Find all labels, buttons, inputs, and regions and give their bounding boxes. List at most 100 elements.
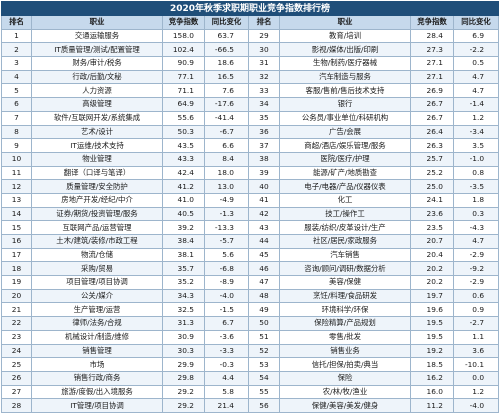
left-job-cell: 交通运输服务 <box>31 28 163 44</box>
right-job-cell: 保险 <box>279 370 411 386</box>
right-index-cell: 19.5 <box>410 316 454 331</box>
left-change-cell: -0.3 <box>204 357 249 372</box>
table-row: 7 软件/互联网开发/系统集成 55.6 -41.4 35 公务员/事业单位/科研机构 26… <box>1 110 499 126</box>
left-index-cell: 38.4 <box>162 234 205 249</box>
right-rank-cell: 41 <box>248 192 280 208</box>
right-rank-cell: 30 <box>248 42 280 58</box>
right-job-cell: 公务员/事业单位/科研机构 <box>279 110 411 126</box>
left-index-cell: 29.2 <box>162 384 205 400</box>
right-rank-cell: 44 <box>248 234 280 249</box>
left-change-cell: 5.6 <box>204 247 249 263</box>
right-rank-cell: 31 <box>248 56 280 71</box>
left-rank-cell: 16 <box>1 234 32 249</box>
right-index-cell: 25.0 <box>410 179 454 194</box>
left-rank-cell: 6 <box>1 97 32 112</box>
left-job-cell: 公关/媒介 <box>31 288 163 304</box>
left-job-cell: 物流/仓储 <box>31 247 163 263</box>
right-job-cell: 农/林/牧/渔业 <box>279 384 411 400</box>
left-index-cell: 30.9 <box>162 329 205 345</box>
left-change-cell: -5.7 <box>204 234 249 249</box>
right-rank-cell: 51 <box>248 329 280 345</box>
table-row: 14 证券/期货/投资管理/服务 40.5 -1.3 42 技工/操作工 23.6 0.3 <box>1 206 499 222</box>
left-rank-cell: 9 <box>1 138 32 153</box>
right-rank-cell: 32 <box>248 69 280 85</box>
left-index-cell: 43.3 <box>162 151 205 167</box>
right-rank-cell: 52 <box>248 343 280 359</box>
right-rank-cell: 50 <box>248 316 280 331</box>
table-row: 20 公关/媒介 34.3 -4.0 48 烹饪/料理/食品研发 19.7 0.6 <box>1 288 499 304</box>
left-index-cell: 29.9 <box>162 357 205 372</box>
header-rank: 排名 <box>248 15 280 30</box>
header-index: 竞争指数 <box>162 15 205 30</box>
right-job-cell: 客服/售前/售后技术支持 <box>279 83 411 99</box>
table-row: 5 人力资源 71.1 7.6 33 客服/售前/售后技术支持 26.9 4.7 <box>1 83 499 99</box>
left-change-cell: -17.6 <box>204 97 249 112</box>
right-index-cell: 18.5 <box>410 357 454 372</box>
right-change-cell: 0.9 <box>452 302 499 318</box>
left-change-cell: 63.7 <box>204 28 249 44</box>
left-change-cell: -41.4 <box>204 110 249 126</box>
table-row: 8 艺术/设计 50.3 -6.7 36 广告/会展 26.4 -3.4 <box>1 124 499 140</box>
left-index-cell: 35.7 <box>162 261 205 277</box>
left-index-cell: 50.3 <box>162 124 205 140</box>
left-change-cell: -6.8 <box>204 261 249 277</box>
right-rank-cell: 35 <box>248 110 280 126</box>
left-rank-cell: 10 <box>1 151 32 167</box>
right-change-cell: -4.0 <box>452 398 499 413</box>
right-job-cell: 教育/培训 <box>279 28 411 44</box>
left-rank-cell: 23 <box>1 329 32 345</box>
title-row: 2020年秋季求职期职业竞争指数排行榜 <box>0 1 499 16</box>
table-row: 3 财务/审计/税务 90.9 18.6 31 生物/制药/医疗器械 27.1 0.5 <box>1 56 499 71</box>
left-job-cell: 人力资源 <box>31 83 163 99</box>
right-change-cell: 1.1 <box>452 329 499 345</box>
left-rank-cell: 25 <box>1 357 32 372</box>
left-index-cell: 55.6 <box>162 110 205 126</box>
left-change-cell: -4.9 <box>204 192 249 208</box>
right-rank-cell: 48 <box>248 288 280 304</box>
right-change-cell: -10.1 <box>452 357 499 372</box>
right-index-cell: 26.9 <box>410 83 454 99</box>
left-job-cell: 高级管理 <box>31 97 163 112</box>
right-change-cell: 0.5 <box>452 56 499 71</box>
left-job-cell: 销售管理 <box>31 343 163 359</box>
right-rank-cell: 39 <box>248 165 280 181</box>
right-rank-cell: 43 <box>248 220 280 235</box>
left-change-cell: -66.5 <box>204 42 249 58</box>
left-change-cell: 8.4 <box>204 151 249 167</box>
left-index-cell: 38.1 <box>162 247 205 263</box>
right-index-cell: 20.2 <box>410 261 454 277</box>
right-index-cell: 20.2 <box>410 275 454 290</box>
left-rank-cell: 19 <box>1 275 32 290</box>
left-index-cell: 34.3 <box>162 288 205 304</box>
left-index-cell: 40.5 <box>162 206 205 222</box>
right-index-cell: 27.1 <box>410 69 454 85</box>
right-change-cell: 0.8 <box>452 165 499 181</box>
left-index-cell: 30.3 <box>162 343 205 359</box>
left-rank-cell: 17 <box>1 247 32 263</box>
right-change-cell: -2.7 <box>452 316 499 331</box>
header-rank: 排名 <box>1 15 32 30</box>
right-index-cell: 26.3 <box>410 138 454 153</box>
left-index-cell: 90.9 <box>162 56 205 71</box>
table-row: 12 质量管理/安全防护 41.2 13.0 40 电子/电器/产品/仪器仪表 25.0 -3… <box>1 179 499 194</box>
right-change-cell: -4.3 <box>452 220 499 235</box>
left-change-cell: 18.0 <box>204 165 249 181</box>
table-row: 6 高级管理 64.9 -17.6 34 银行 26.7 -1.4 <box>1 97 499 112</box>
table-row: 21 生产管理/运营 32.5 -1.5 49 环境科学/环保 19.6 0.9 <box>1 302 499 318</box>
left-change-cell: 13.0 <box>204 179 249 194</box>
right-change-cell: 1.8 <box>452 192 499 208</box>
right-rank-cell: 46 <box>248 261 280 277</box>
right-job-cell: 烹饪/料理/食品研发 <box>279 288 411 304</box>
left-job-cell: 质量管理/安全防护 <box>31 179 163 194</box>
right-rank-cell: 36 <box>248 124 280 140</box>
right-rank-cell: 42 <box>248 206 280 222</box>
right-change-cell: -1.0 <box>452 151 499 167</box>
left-rank-cell: 26 <box>1 370 32 386</box>
left-rank-cell: 12 <box>1 179 32 194</box>
left-rank-cell: 27 <box>1 384 32 400</box>
right-job-cell: 美容/保健 <box>279 275 411 290</box>
left-rank-cell: 14 <box>1 206 32 222</box>
left-index-cell: 158.0 <box>162 28 205 44</box>
right-index-cell: 25.2 <box>410 165 454 181</box>
